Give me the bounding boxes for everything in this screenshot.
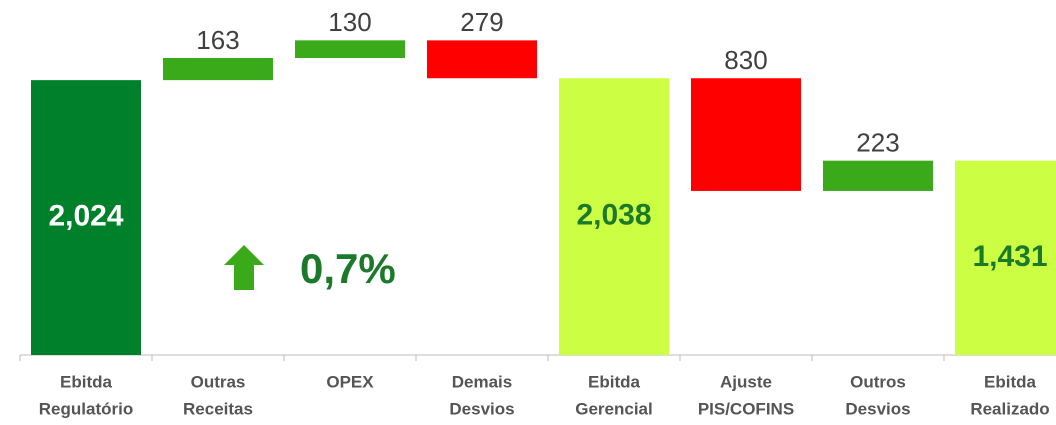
x-tick-label: OPEX: [326, 372, 374, 391]
x-tick-label: Desvios: [449, 399, 514, 418]
x-tick-label: Desvios: [845, 399, 910, 418]
value-label: 163: [196, 25, 239, 55]
bar: [955, 160, 1056, 355]
bar: [823, 160, 933, 191]
annotation: 0,7%: [300, 245, 396, 292]
value-label: 223: [856, 128, 899, 158]
value-label: 1,431: [972, 240, 1047, 273]
bar: [31, 80, 141, 355]
x-tick-label: Ebitda: [984, 372, 1036, 391]
up-arrow: [224, 245, 264, 290]
value-label: 2,038: [576, 199, 651, 232]
bar: [691, 78, 801, 191]
x-tick-label: Outros: [850, 372, 906, 391]
x-tick-label: PIS/COFINS: [698, 399, 794, 418]
bar: [163, 58, 273, 81]
bar: [295, 40, 405, 59]
value-label: 2,024: [48, 199, 123, 232]
value-label: 130: [328, 7, 371, 37]
x-tick-label: Gerencial: [575, 399, 653, 418]
x-tick-label: Ajuste: [720, 372, 772, 391]
x-tick-label: Regulatório: [39, 399, 133, 418]
bar: [559, 78, 669, 356]
x-tick-label: Ebitda: [60, 372, 112, 391]
x-tick-label: Ebitda: [588, 372, 640, 391]
value-label: 279: [460, 7, 503, 37]
value-label: 830: [724, 45, 767, 75]
x-tick-label: Demais: [452, 372, 512, 391]
x-tick-label: Receitas: [183, 399, 253, 418]
x-tick-label: Realizado: [970, 399, 1049, 418]
x-tick-label: Outras: [191, 372, 246, 391]
bar: [427, 40, 537, 79]
